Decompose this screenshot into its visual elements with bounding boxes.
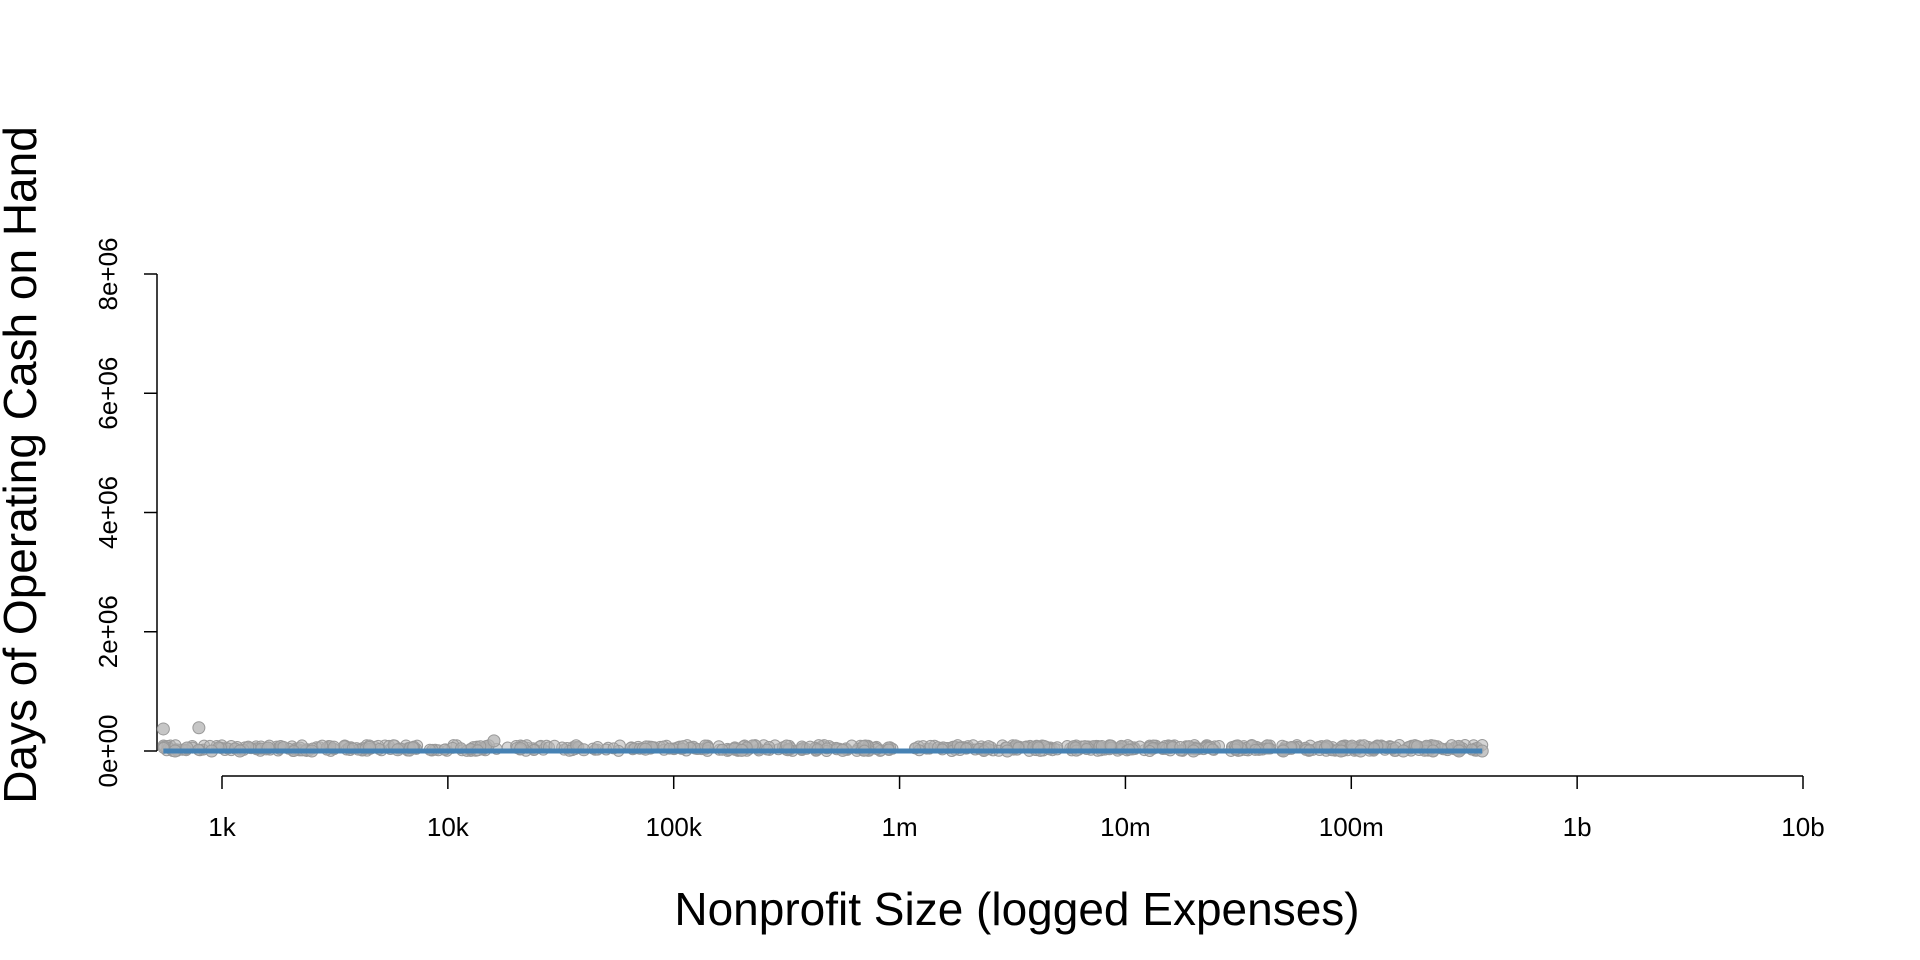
y-tick-label: 6e+06 bbox=[93, 357, 123, 430]
x-tick-label: 10k bbox=[427, 812, 470, 842]
y-tick-label: 2e+06 bbox=[93, 595, 123, 668]
x-tick-label: 1m bbox=[882, 812, 918, 842]
y-axis-title: Days of Operating Cash on Hand bbox=[0, 126, 46, 804]
x-tick-label: 100k bbox=[646, 812, 703, 842]
data-point bbox=[487, 734, 501, 748]
x-axis-title: Nonprofit Size (logged Expenses) bbox=[674, 883, 1359, 935]
x-tick-label: 100m bbox=[1319, 812, 1384, 842]
x-tick-label: 10b bbox=[1781, 812, 1824, 842]
x-axis: 1k 10k 100k 1m 10m 100m 1b 10b bbox=[208, 775, 1825, 842]
y-tick-label: 0e+00 bbox=[93, 714, 123, 787]
data-point bbox=[192, 721, 206, 735]
x-tick-label: 10m bbox=[1100, 812, 1151, 842]
y-tick-label: 8e+06 bbox=[93, 237, 123, 310]
x-tick-label: 1k bbox=[208, 812, 236, 842]
y-axis: 0e+00 2e+06 4e+06 6e+06 8e+06 bbox=[93, 237, 158, 788]
data-point bbox=[156, 722, 170, 736]
x-tick-label: 1b bbox=[1563, 812, 1592, 842]
y-tick-label: 4e+06 bbox=[93, 476, 123, 549]
